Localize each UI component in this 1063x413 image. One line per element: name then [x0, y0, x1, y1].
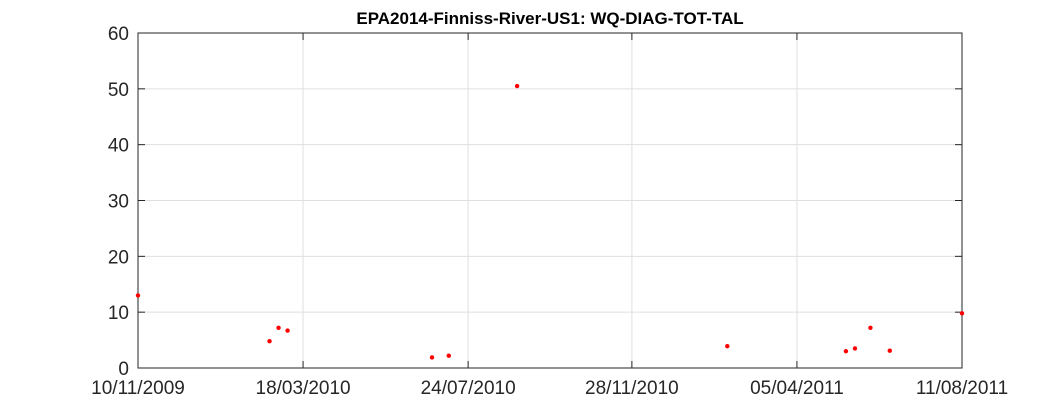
- y-tick-label: 30: [108, 192, 129, 213]
- x-tick-label: 10/11/2009: [91, 378, 185, 399]
- data-point: [843, 349, 849, 354]
- y-tick-label: 40: [108, 136, 129, 157]
- data-point: [285, 328, 290, 333]
- y-tick-label: 0: [118, 359, 129, 380]
- data-point: [276, 325, 281, 330]
- x-tick-label: 24/07/2010: [421, 378, 516, 399]
- grid-lines: [138, 33, 962, 368]
- data-points: [135, 83, 965, 360]
- y-tick-label: 50: [108, 80, 129, 101]
- x-tick-label: 11/08/2011: [916, 378, 1008, 399]
- data-point: [267, 339, 272, 344]
- axis-ticks: 10/11/2009 18/03/2010 24/07/2010 28/11/2010…: [91, 24, 1008, 399]
- y-tick-label: 10: [108, 303, 129, 324]
- data-point: [725, 344, 730, 349]
- y-tick-label: 60: [108, 24, 129, 45]
- x-tick-label: 28/11/2010: [585, 378, 679, 399]
- x-tick-label: 05/04/2011: [750, 378, 844, 399]
- data-point: [514, 83, 520, 89]
- data-point: [868, 325, 873, 330]
- chart-title: EPA2014-Finniss-River-US1: WQ-DIAG-TOT-T…: [356, 9, 743, 28]
- x-tick-label: 18/03/2010: [256, 378, 351, 399]
- data-point: [852, 346, 858, 351]
- data-point: [135, 293, 141, 298]
- y-tick-label: 20: [108, 247, 129, 268]
- data-point: [429, 355, 435, 360]
- data-point: [887, 348, 892, 353]
- data-point: [959, 311, 965, 316]
- data-point: [446, 353, 451, 358]
